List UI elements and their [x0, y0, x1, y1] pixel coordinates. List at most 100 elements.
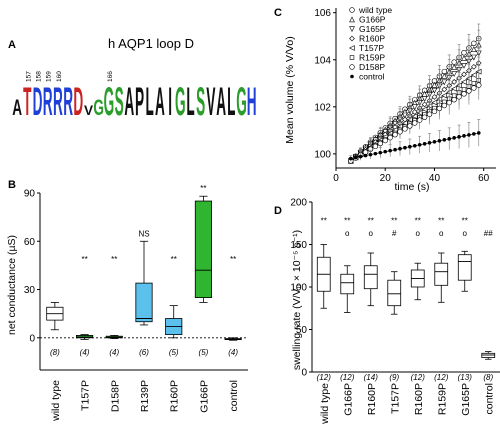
- data-point: [431, 81, 438, 88]
- y-tick-label: 150: [290, 240, 307, 251]
- n-label: (12): [317, 373, 332, 382]
- data-point: [461, 87, 467, 92]
- data-point: [349, 64, 355, 70]
- data-point: [388, 148, 392, 153]
- n-label: (5): [199, 348, 209, 357]
- panel-c-ylabel: Mean volume (% V/Vo): [284, 36, 296, 143]
- logo-letter: S: [115, 80, 124, 124]
- data-point: [456, 94, 462, 100]
- data-point: [471, 85, 477, 91]
- data-point: [407, 123, 413, 129]
- data-point: [422, 141, 427, 146]
- data-point: [378, 150, 383, 155]
- data-point: [461, 55, 467, 61]
- logo-letter: D: [33, 80, 43, 124]
- y-tick-label: 30: [24, 285, 36, 296]
- logo-letter: R: [63, 80, 73, 124]
- significance-label: o: [463, 229, 468, 238]
- significance-label: o: [369, 229, 374, 238]
- logo-letter: A: [124, 80, 134, 124]
- significance-label: **: [81, 255, 87, 264]
- x-tick-label: 20: [380, 173, 392, 184]
- data-point: [348, 45, 355, 51]
- data-point: [441, 86, 448, 93]
- position-label: 159: [46, 71, 53, 82]
- n-label: (4): [80, 348, 90, 357]
- data-point: [451, 59, 457, 65]
- category-label: G166P: [198, 380, 210, 413]
- data-point: [471, 40, 477, 46]
- y-tick-label: 60: [24, 237, 36, 248]
- significance-label: **: [171, 255, 177, 264]
- category-label: R160P: [366, 383, 378, 415]
- logo-letter: I: [168, 80, 172, 124]
- panel-c: C Mean volume (% V/Vo) time (s) 10010210…: [274, 5, 496, 193]
- data-point: [421, 106, 428, 113]
- category-label: G166P: [342, 383, 354, 416]
- data-point: [462, 134, 466, 138]
- significance-label: **: [438, 216, 444, 225]
- panel-b-letter: B: [8, 179, 16, 191]
- n-label: (4): [228, 348, 238, 357]
- data-point: [377, 140, 384, 147]
- data-point: [467, 133, 471, 137]
- panel-b: B net conductance (µS) 0 30 60 90 wild type (…: [6, 179, 248, 422]
- data-point: [416, 117, 423, 123]
- panel-d-letter: D: [274, 205, 282, 217]
- significance-label: o: [345, 229, 350, 238]
- data-point: [451, 85, 457, 92]
- logo-letter: V: [206, 80, 215, 124]
- data-point: [397, 129, 403, 135]
- series-control: [348, 119, 481, 162]
- data-point: [431, 94, 438, 100]
- significance-label: **: [200, 184, 206, 193]
- data-point: [441, 102, 448, 109]
- box: [387, 279, 402, 307]
- logo-letter: A: [155, 80, 165, 124]
- x-tick-label: 40: [429, 173, 441, 184]
- data-point: [441, 72, 448, 79]
- logo-letter: H: [247, 80, 257, 124]
- category-label: T157P: [80, 380, 92, 411]
- significance-label: **: [111, 255, 117, 264]
- data-point: [432, 139, 437, 144]
- logo-letter: G: [93, 95, 104, 120]
- box: [363, 265, 378, 290]
- data-point: [441, 79, 448, 86]
- panel-c-letter: C: [274, 7, 282, 19]
- data-point: [373, 151, 378, 156]
- logo-letter: L: [186, 80, 194, 124]
- n-label: (12): [340, 373, 355, 382]
- volume-legend: wild typeG166PG165PR160PT157PR159PD158Pc…: [348, 5, 392, 82]
- data-point: [412, 143, 417, 148]
- significance-label: ##: [484, 229, 493, 238]
- data-point: [476, 131, 481, 135]
- n-label: (9): [389, 373, 399, 382]
- data-point: [442, 138, 447, 142]
- x-tick-label: 60: [478, 173, 490, 184]
- logo-letter: T: [23, 80, 31, 124]
- panel-c-xlabel: time (s): [395, 181, 430, 193]
- n-label: (6): [139, 348, 149, 357]
- data-point: [417, 142, 422, 147]
- y-tick-label: 90: [24, 189, 36, 200]
- logo-letter: G: [236, 80, 247, 124]
- significance-label: o: [416, 229, 421, 238]
- data-point: [427, 140, 432, 145]
- data-point: [368, 152, 373, 157]
- logo-letter: A: [12, 95, 22, 120]
- data-point: [426, 111, 433, 117]
- data-point: [411, 113, 418, 120]
- conductance-chart: 0 30 60 90 wild type (8) T157P (4) ** D158P (4) ** R…: [24, 184, 248, 422]
- data-point: [451, 96, 457, 103]
- n-label: (8): [483, 373, 493, 382]
- position-label: 157: [25, 71, 32, 82]
- panel-a-letter: A: [8, 39, 16, 51]
- volume-chart: 100 102 104 106 0 20 40 60: [314, 8, 496, 184]
- data-point: [372, 143, 379, 150]
- legend-entry: G165P: [359, 24, 386, 34]
- data-point: [363, 153, 368, 158]
- box: [135, 282, 153, 323]
- data-point: [358, 154, 363, 159]
